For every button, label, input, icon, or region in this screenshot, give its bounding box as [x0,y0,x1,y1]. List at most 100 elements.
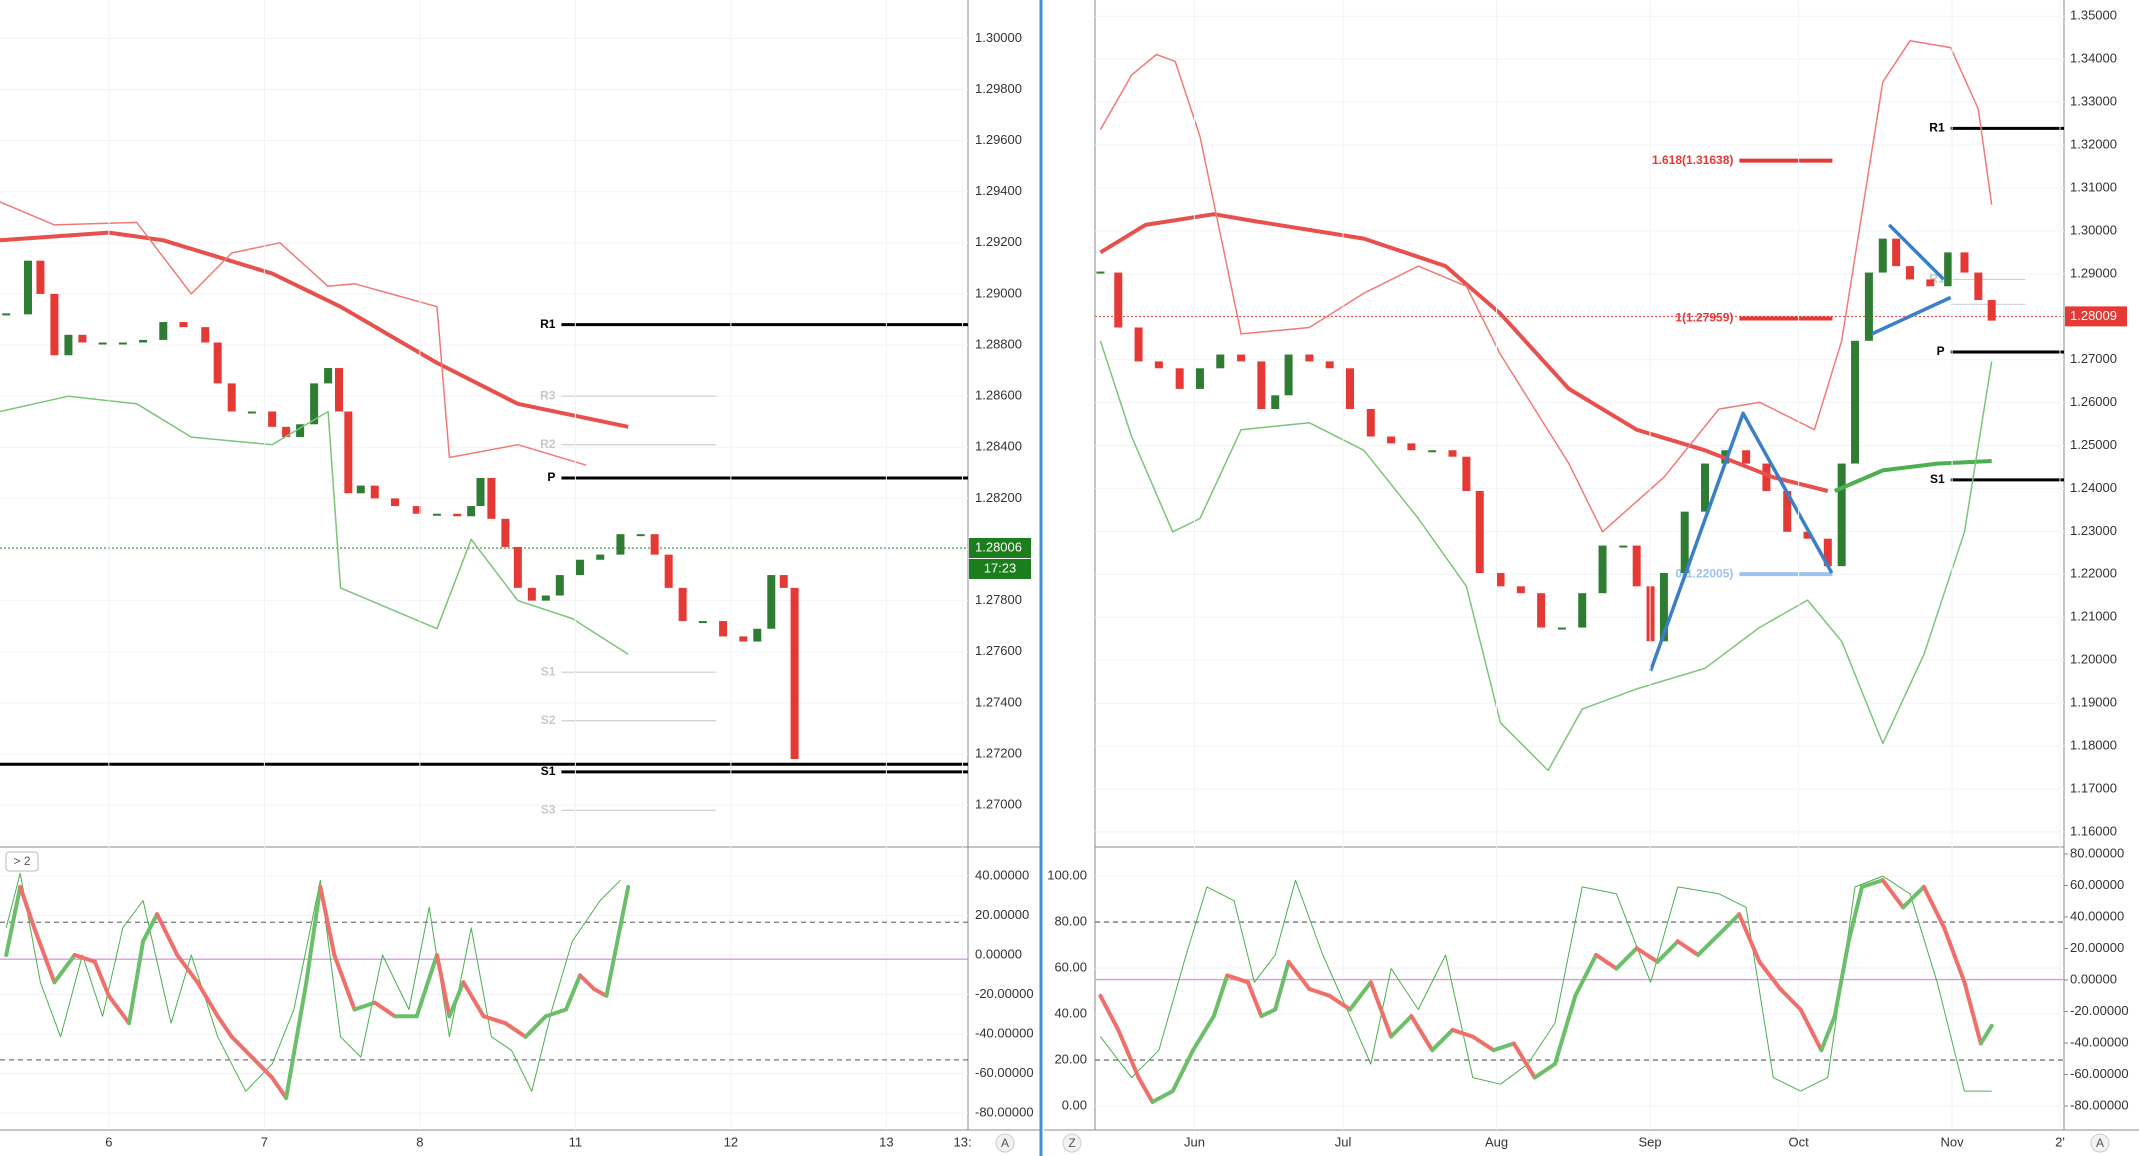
candle [2,313,11,316]
candle [1496,573,1505,587]
oscillator-segment [1170,1048,1196,1094]
series-line [1099,340,1993,772]
y-tick-label: 60.00 [1054,960,1087,975]
oscillator-segment [270,1075,289,1101]
oscillator-segment [1389,1014,1414,1039]
oscillator-segment [1211,973,1230,1019]
candle [179,322,188,328]
candle [1944,252,1953,287]
last-price-label: 1.28009 [2070,308,2117,323]
y-tick-label: 1.16000 [2070,823,2117,838]
candle [36,260,45,294]
pivot-label: S1 [1930,472,1945,486]
y-tick-label: 1.27000 [975,797,1022,812]
pivot-label: S3 [541,802,556,816]
candle [1598,545,1607,594]
oscillator-segment [1846,884,1864,944]
candle [227,383,236,412]
y-tick-label: 40.00 [1054,1006,1087,1021]
candle [310,383,319,425]
candle [1284,354,1293,396]
last-price-box [2065,306,2127,327]
oscillator-segment [1532,1061,1557,1080]
y-tick-label: 1.31000 [2070,179,2117,194]
candle [1701,463,1710,512]
y-tick-label: 1.27400 [975,694,1022,709]
oscillator-segment [1552,993,1578,1066]
y-tick-label: 1.19000 [2070,695,2117,710]
candle [453,513,462,517]
y2-tick-label: -40.00000 [2070,1034,2129,1049]
auto-scale-label[interactable]: A [1001,1136,1009,1150]
y-tick-label: 1.24000 [2070,480,2117,495]
y-tick-label: 40.00000 [975,867,1029,882]
oscillator-segment [4,884,23,958]
candle [1271,395,1280,410]
oscillator-segment [1286,959,1312,991]
candle [1407,443,1416,451]
auto-scale-button[interactable] [2090,1133,2110,1153]
y-tick-label: 1.28400 [975,439,1022,454]
candle [201,327,210,343]
countdown-box [969,558,1031,579]
x-tick-label: 12 [724,1134,738,1149]
y2-tick-label: 20.00000 [2070,940,2124,955]
oscillator-segment [1819,1014,1837,1053]
y-tick-label: 1.28200 [975,490,1022,505]
candle [664,554,673,588]
zoom-button[interactable] [1062,1133,1082,1153]
x-tick-label: 6 [105,1134,112,1149]
y-tick-label: -80.00000 [975,1104,1034,1119]
y2-tick-label: -80.00000 [2070,1097,2129,1112]
candle [1387,436,1396,444]
candle [356,485,365,494]
oscillator-segment [1798,1007,1824,1053]
y-tick-label: 1.28800 [975,336,1022,351]
y-tick-label: 20.00 [1054,1052,1087,1067]
oscillator-segment [604,884,631,998]
oscillator-segment [1737,912,1762,964]
zoom-label[interactable]: Z [1068,1136,1075,1150]
candle [1537,593,1546,628]
y-tick-label: 1.34000 [2070,51,2117,66]
candle [432,513,441,516]
candle [1475,491,1484,574]
oscillator-segment [1859,878,1885,889]
pane-toggle[interactable] [5,851,39,872]
pane-toggle-label[interactable]: > 2 [13,854,30,868]
y2-tick-label: 60.00000 [2070,877,2124,892]
candle [767,575,776,629]
candle [501,518,510,547]
candle [541,595,550,601]
auto-scale-button[interactable] [995,1133,1015,1153]
oscillator-segment [284,980,309,1101]
oscillator-segment [1901,884,1926,910]
candle [412,506,421,514]
x-tick-label: 2' [2055,1134,2065,1149]
candle [64,334,73,356]
candle [487,477,496,519]
oscillator-segment [304,884,323,985]
oscillator-segment [1942,925,1967,985]
y-tick-label: 1.29000 [975,285,1022,300]
y2-tick-label: -60.00000 [2070,1066,2129,1081]
x-tick-label: 7 [261,1134,268,1149]
oscillator-segment [447,980,466,1019]
oscillator-segment [1675,939,1701,957]
candle [324,368,333,384]
oscillator-segment [1136,1075,1155,1104]
last-price-box [969,537,1031,558]
oscillator-segment [1368,980,1394,1039]
series-line [1833,459,1992,493]
y2-tick-label: -20.00000 [2070,1003,2129,1018]
candle [678,587,687,622]
oscillator-segment [578,973,597,991]
candle [467,506,476,517]
oscillator-segment [127,939,146,1026]
y-tick-label: 1.27000 [2070,351,2117,366]
candle [1803,531,1812,539]
auto-scale-label[interactable]: A [2096,1136,2104,1150]
candle [1462,456,1471,492]
